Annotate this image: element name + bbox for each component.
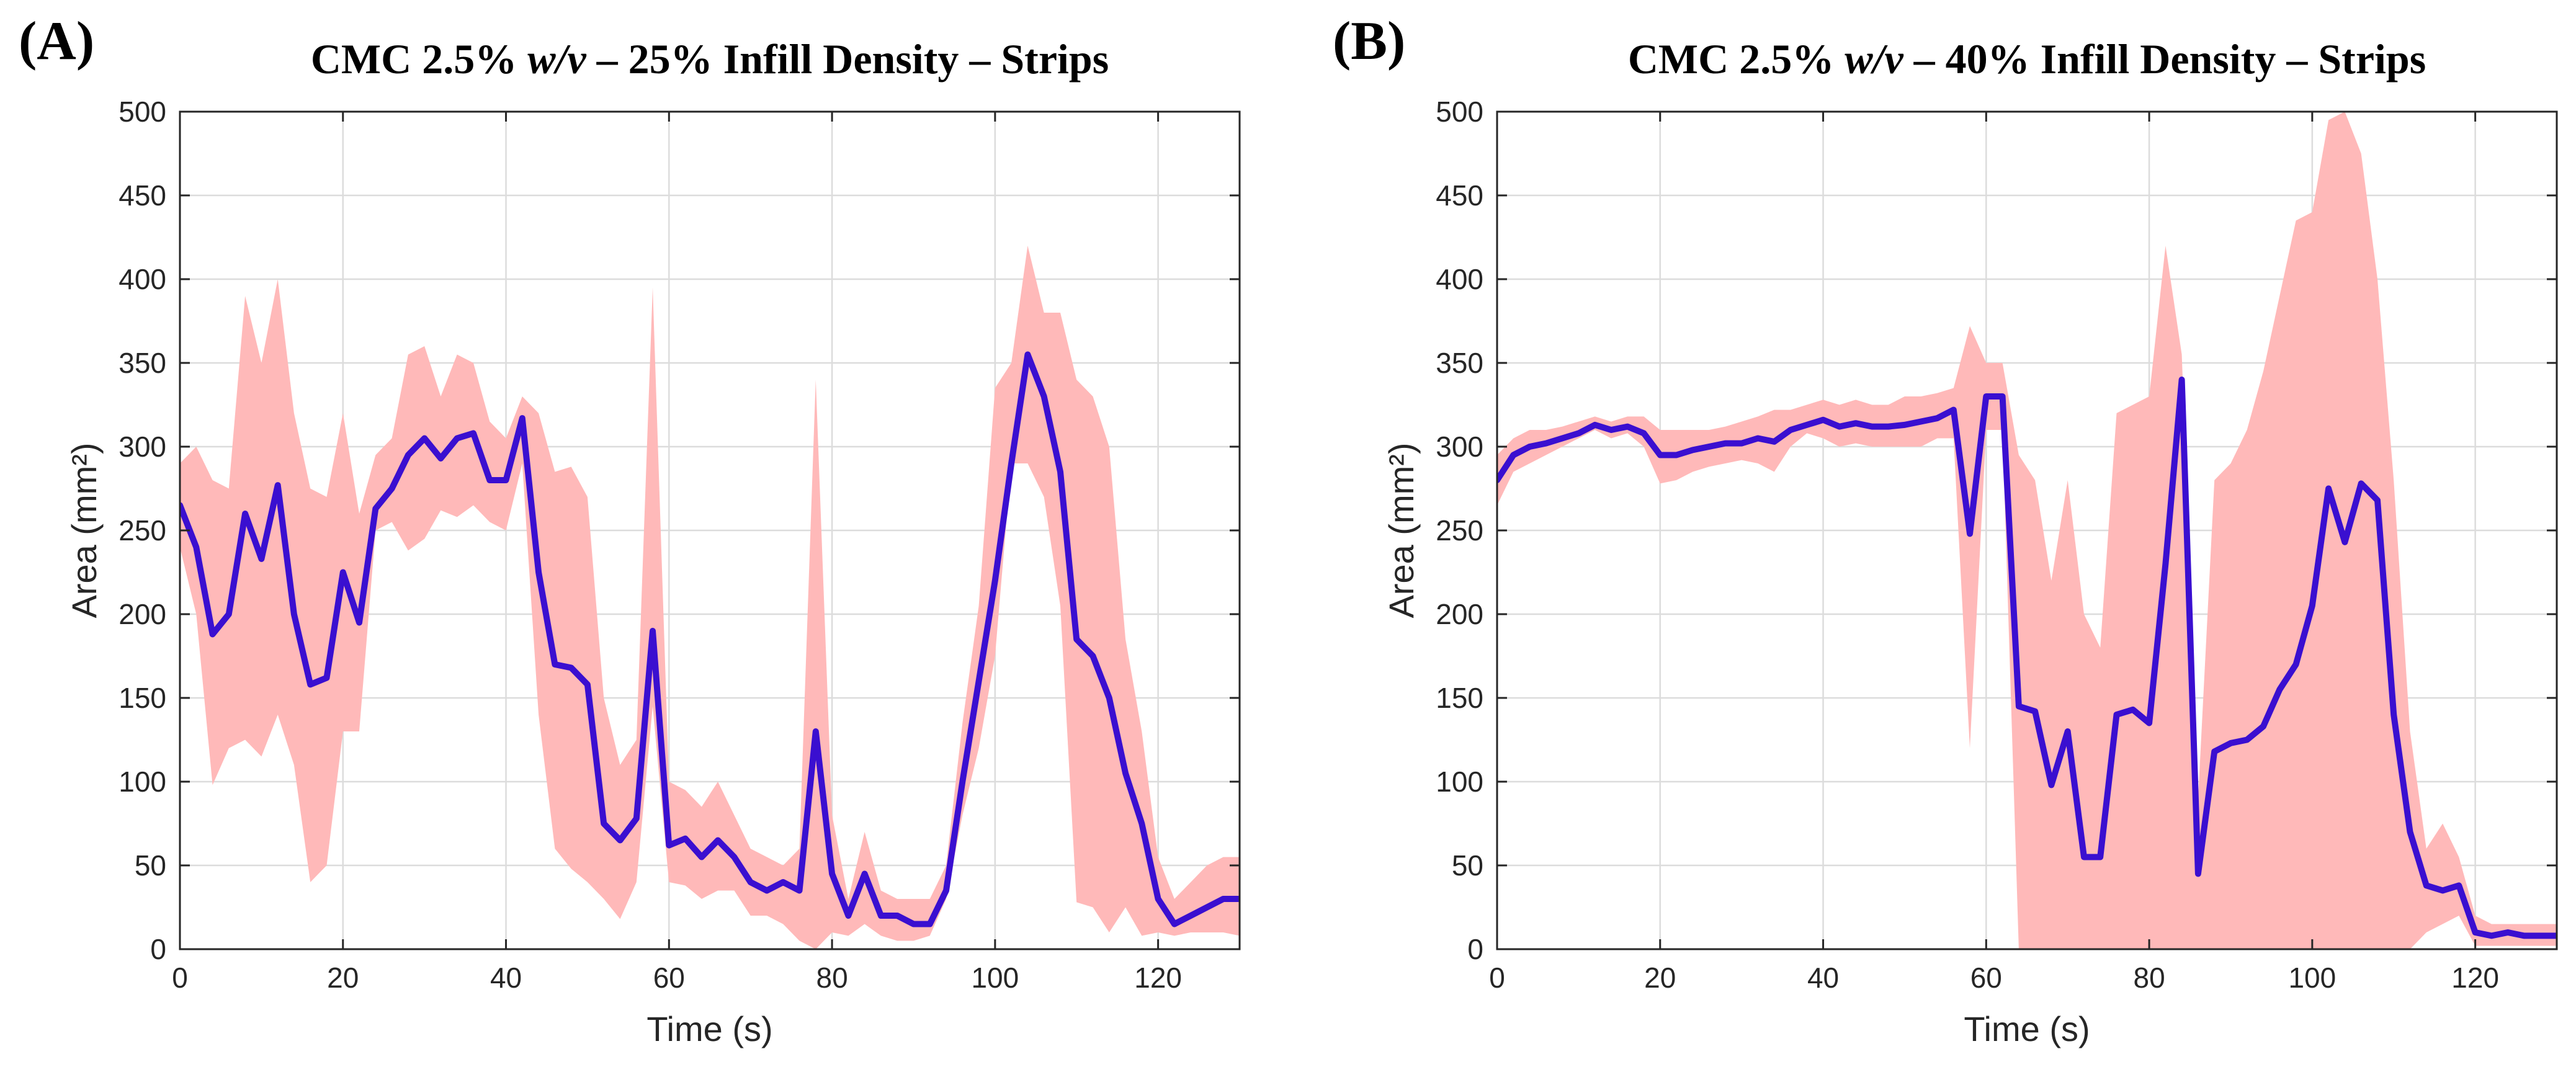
- x-tick-label: 100: [2288, 962, 2336, 994]
- x-tick-label: 120: [2451, 962, 2499, 994]
- x-tick-label: 40: [490, 962, 522, 994]
- y-tick-label: 100: [1436, 766, 1483, 798]
- title-part: w/v: [527, 35, 586, 83]
- y-tick-label: 400: [1436, 263, 1483, 295]
- chart-title: CMC 2.5% w/v – 25% Infill Density – Stri…: [311, 35, 1109, 83]
- y-tick-label: 350: [1436, 347, 1483, 379]
- confidence-band: [180, 246, 1240, 949]
- y-axis-label: Area (mm²): [65, 442, 104, 618]
- chart-title: CMC 2.5% w/v – 40% Infill Density – Stri…: [1628, 35, 2426, 83]
- x-tick-label: 0: [172, 962, 188, 994]
- y-tick-label: 500: [119, 96, 166, 128]
- mean-line: [180, 351, 1240, 927]
- y-tick-label: 150: [1436, 682, 1483, 714]
- title-part: w/v: [1845, 35, 1903, 83]
- title-part: – 40% Infill Density – Strips: [1903, 35, 2426, 83]
- y-tick-label: 300: [1436, 431, 1483, 463]
- y-tick-label: 0: [1467, 933, 1483, 965]
- y-tick-label: 450: [119, 179, 166, 212]
- y-tick-label: 350: [119, 347, 166, 379]
- y-tick-label: 250: [1436, 514, 1483, 547]
- x-tick-label: 80: [816, 962, 847, 994]
- title-part: CMC 2.5%: [1628, 35, 1845, 83]
- y-tick-label: 150: [119, 682, 166, 714]
- x-tick-label: 60: [653, 962, 685, 994]
- x-tick-label: 120: [1134, 962, 1182, 994]
- mean-line: [1497, 377, 2557, 939]
- y-axis-label: Area (mm²): [1382, 442, 1421, 618]
- x-tick-label: 20: [1644, 962, 1676, 994]
- title-part: – 25% Infill Density – Strips: [586, 35, 1109, 83]
- y-tick-label: 50: [135, 849, 166, 882]
- y-tick-label: 250: [119, 514, 166, 547]
- x-axis-label: Time (s): [646, 1009, 772, 1048]
- x-tick-label: 20: [327, 962, 359, 994]
- confidence-band: [1497, 112, 2557, 949]
- title-part: CMC 2.5%: [311, 35, 527, 83]
- y-tick-label: 500: [1436, 96, 1483, 128]
- x-tick-label: 60: [1970, 962, 2002, 994]
- y-tick-label: 50: [1452, 849, 1483, 882]
- x-tick-label: 40: [1807, 962, 1839, 994]
- y-tick-label: 200: [119, 598, 166, 630]
- panel-b: (B) CMC 2.5% w/v – 40% Infill Density – S…: [1333, 11, 2558, 1048]
- x-tick-label: 80: [2133, 962, 2165, 994]
- panel-label: (A): [19, 11, 94, 71]
- panel-a: (A) CMC 2.5% w/v – 25% Infill Density – S…: [19, 11, 1241, 1048]
- panel-label: (B): [1333, 11, 1405, 71]
- y-tick-label: 100: [119, 766, 166, 798]
- y-tick-label: 450: [1436, 179, 1483, 212]
- y-tick-label: 200: [1436, 598, 1483, 630]
- x-axis-label: Time (s): [1964, 1009, 2090, 1048]
- x-tick-label: 0: [1489, 962, 1505, 994]
- x-tick-label: 100: [971, 962, 1019, 994]
- y-tick-label: 0: [150, 933, 166, 965]
- y-tick-label: 300: [119, 431, 166, 463]
- y-tick-label: 400: [119, 263, 166, 295]
